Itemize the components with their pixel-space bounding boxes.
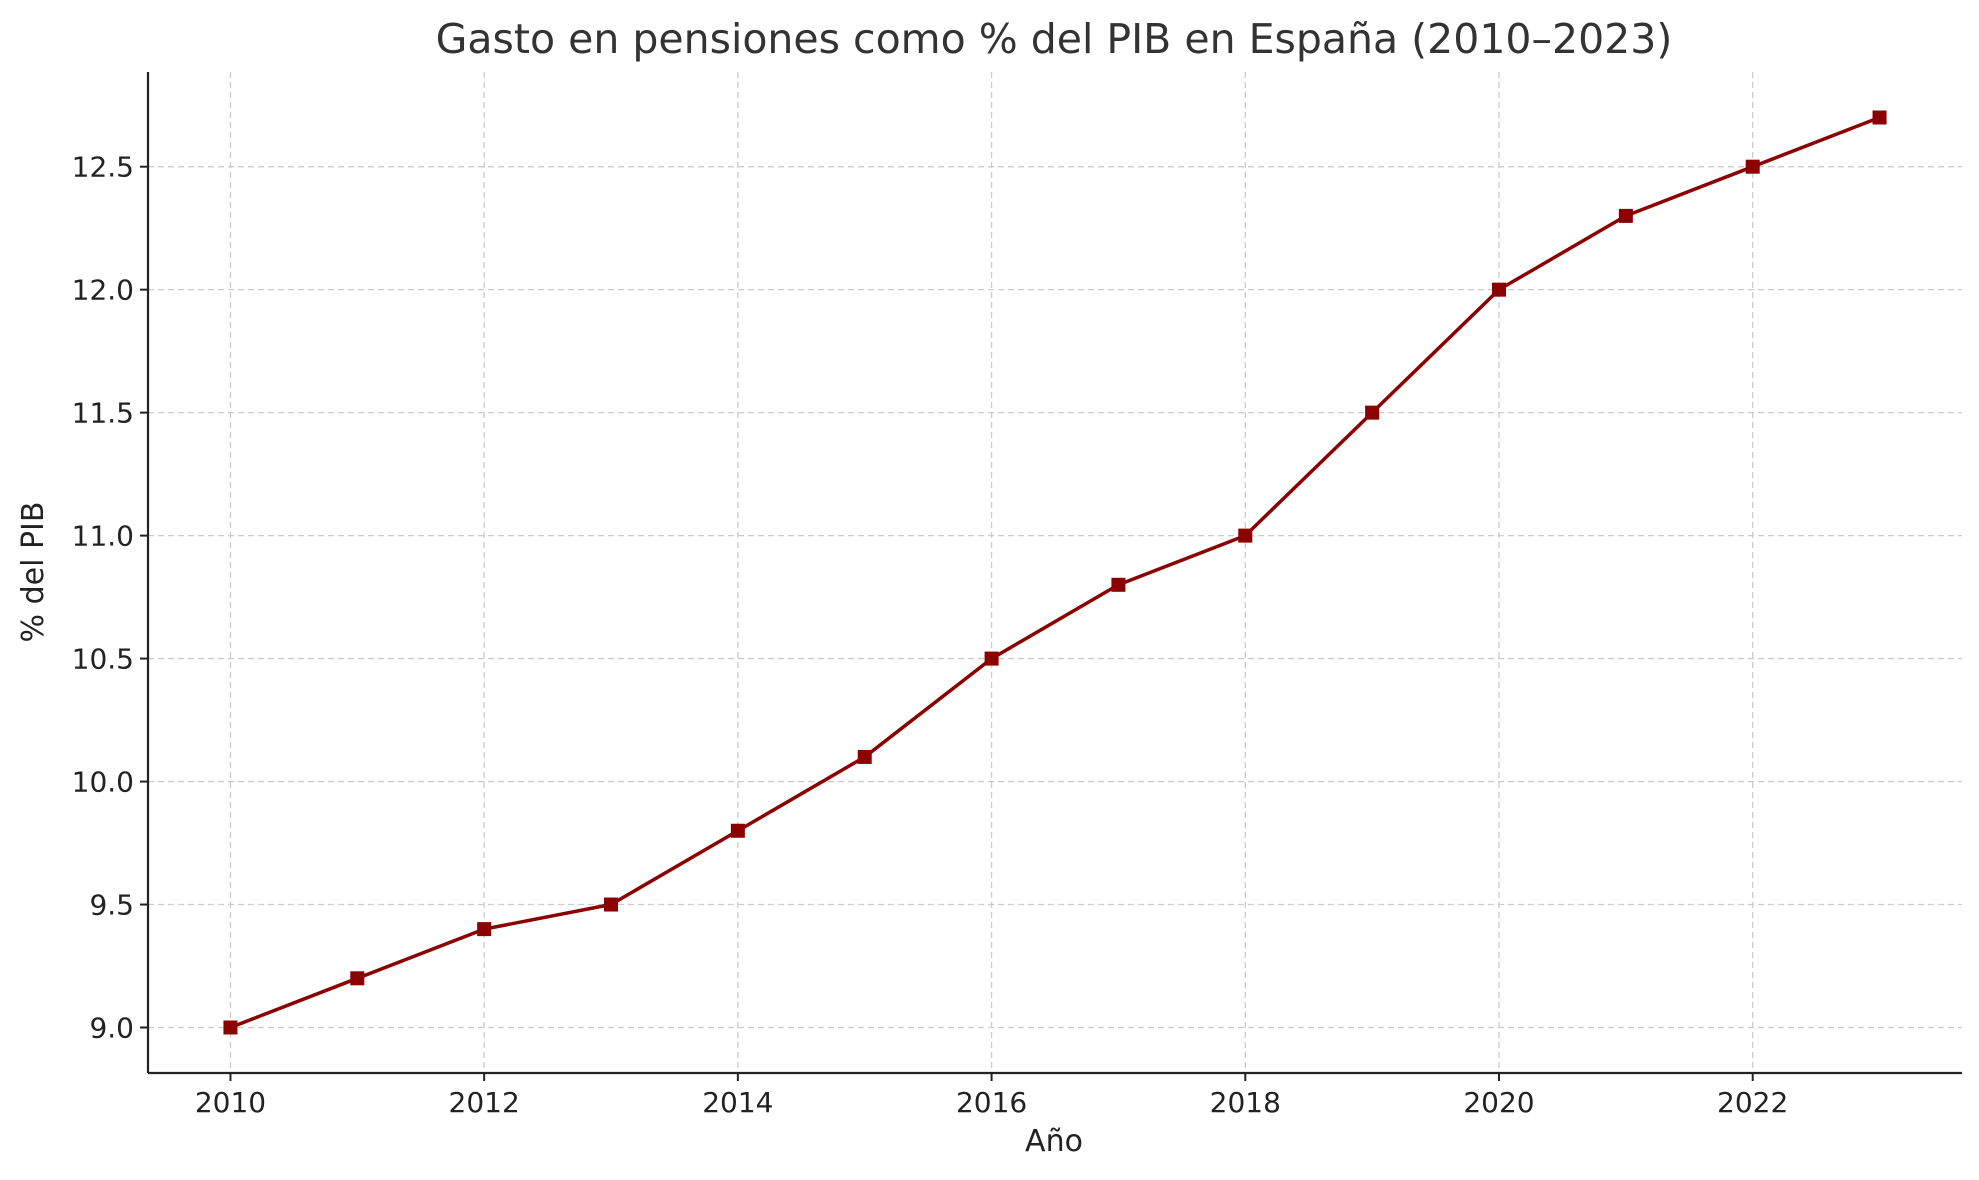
data-point-marker	[1238, 528, 1253, 543]
series-line	[229, 115, 1881, 1030]
y-tick-label: 11.0	[72, 520, 134, 553]
y-tick-label: 10.0	[72, 766, 134, 799]
axes	[146, 72, 1962, 1075]
x-axis-label: Año	[1025, 1124, 1083, 1159]
data-point-marker	[984, 651, 999, 666]
data-point-marker	[1618, 208, 1633, 223]
data-point-marker	[730, 823, 745, 838]
chart-title: Gasto en pensiones como % del PIB en Esp…	[436, 15, 1673, 63]
series	[223, 110, 1887, 1035]
x-tick-label: 2010	[195, 1086, 266, 1119]
data-point-marker	[477, 922, 492, 937]
data-point-marker	[1365, 405, 1380, 420]
x-tick-label: 2022	[1717, 1086, 1788, 1119]
x-tick-label: 2020	[1463, 1086, 1534, 1119]
x-ticks: 2010 2012 2014 2016 2018 2020 2022	[195, 1073, 1788, 1119]
y-tick-label: 12.0	[72, 274, 134, 307]
y-axis-label: % del PIB	[16, 502, 51, 643]
data-point-marker	[1491, 282, 1506, 297]
data-point-marker	[350, 971, 365, 986]
data-point-marker	[857, 749, 872, 764]
x-tick-label: 2018	[1210, 1086, 1281, 1119]
x-tick-label: 2012	[449, 1086, 520, 1119]
data-point-marker	[1872, 110, 1887, 125]
x-tick-label: 2016	[956, 1086, 1027, 1119]
data-point-marker	[1745, 159, 1760, 174]
data-point-marker	[1111, 577, 1126, 592]
data-point-marker	[604, 897, 619, 912]
y-tick-label: 9.0	[89, 1012, 134, 1045]
data-point-marker	[223, 1020, 238, 1035]
y-tick-label: 10.5	[72, 643, 134, 676]
y-tick-label: 11.5	[72, 397, 134, 430]
grid	[148, 72, 1962, 1073]
y-ticks: 9.0 9.5 10.0 10.5 11.0 11.5 12.0 12.5	[72, 151, 148, 1045]
y-tick-label: 12.5	[72, 151, 134, 184]
y-tick-label: 9.5	[89, 889, 134, 922]
x-tick-label: 2014	[702, 1086, 773, 1119]
